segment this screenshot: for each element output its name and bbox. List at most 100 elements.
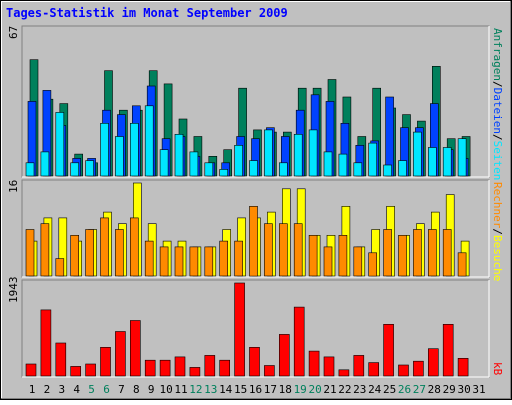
- panel-visits-sites: 16 Rechner/Besuche: [7, 179, 504, 281]
- bar-pages-day-3: [55, 112, 65, 177]
- day-label-5: 5: [88, 383, 95, 396]
- day-label-22: 22: [338, 383, 351, 396]
- bar-kbytes-day-6: [100, 346, 111, 377]
- bar-sites-day-12: [189, 246, 199, 277]
- bar-sites-day-26: [398, 235, 407, 277]
- panel-3-bars: [25, 282, 469, 377]
- bar-pages-day-23: [353, 162, 363, 177]
- bar-kbytes-day-12: [189, 367, 201, 377]
- day-label-14: 14: [219, 383, 233, 396]
- bar-kbytes-day-26: [398, 364, 409, 377]
- bar-pages-day-1: [25, 162, 35, 177]
- bar-pages-day-11: [174, 134, 184, 177]
- bar-kbytes-day-30: [457, 357, 469, 377]
- day-label-7: 7: [118, 383, 125, 396]
- bar-kbytes-day-22: [338, 369, 350, 377]
- bar-pages-day-15: [234, 145, 243, 177]
- bar-pages-day-8: [130, 123, 139, 177]
- bar-sites-day-16: [249, 206, 258, 277]
- day-label-25: 25: [383, 383, 396, 396]
- bar-pages-day-27: [413, 131, 422, 177]
- day-label-28: 28: [428, 383, 441, 396]
- day-label-30: 30: [457, 383, 470, 396]
- bar-kbytes-day-27: [413, 360, 424, 377]
- bar-pages-day-4: [70, 162, 79, 177]
- day-label-9: 9: [148, 383, 155, 396]
- bar-pages-day-9: [144, 105, 154, 177]
- legend-sep-2: /: [491, 134, 504, 141]
- bar-kbytes-day-7: [115, 331, 126, 377]
- bar-pages-day-19: [293, 134, 303, 177]
- bar-kbytes-day-10: [159, 359, 171, 377]
- day-label-10: 10: [159, 383, 172, 396]
- bar-pages-day-12: [189, 151, 199, 177]
- bar-kbytes-day-28: [427, 348, 439, 377]
- bar-kbytes-day-1: [25, 363, 37, 377]
- bar-kbytes-day-15: [234, 282, 245, 377]
- day-label-11: 11: [174, 383, 187, 396]
- bar-pages-day-29: [442, 147, 452, 177]
- bar-kbytes-day-25: [383, 323, 394, 377]
- bar-pages-day-10: [159, 149, 169, 177]
- bar-sites-day-27: [413, 229, 422, 277]
- bar-sites-day-20: [308, 235, 318, 277]
- legend-sites: Rechner: [491, 182, 504, 229]
- legend-hits: Anfragen: [491, 28, 504, 81]
- day-label-16: 16: [249, 383, 262, 396]
- day-label-8: 8: [133, 383, 140, 396]
- bar-kbytes-day-19: [293, 306, 305, 377]
- bar-kbytes-day-2: [40, 309, 52, 377]
- bar-sites-day-25: [383, 229, 392, 277]
- bar-kbytes-day-11: [174, 356, 186, 377]
- bar-pages-day-21: [323, 151, 333, 177]
- bar-sites-day-21: [323, 246, 333, 277]
- bar-sites-day-19: [293, 223, 303, 277]
- bar-sites-day-29: [442, 229, 452, 277]
- day-label-2: 2: [44, 383, 51, 396]
- day-label-24: 24: [368, 383, 382, 396]
- bar-sites-day-3: [55, 258, 65, 277]
- bar-sites-day-13: [204, 246, 214, 277]
- day-label-1: 1: [29, 383, 36, 396]
- bar-pages-day-20: [308, 129, 318, 177]
- bar-pages-day-7: [115, 136, 124, 177]
- bar-kbytes-day-8: [130, 320, 141, 377]
- bar-pages-day-30: [457, 138, 467, 177]
- bar-kbytes-day-21: [323, 356, 335, 377]
- bar-pages-day-16: [249, 160, 258, 177]
- bar-pages-day-2: [40, 151, 50, 177]
- bar-sites-day-23: [353, 246, 363, 277]
- bar-pages-day-26: [398, 160, 407, 177]
- day-label-4: 4: [73, 383, 80, 396]
- bar-kbytes-day-16: [249, 346, 260, 377]
- bar-sites-day-4: [70, 235, 79, 277]
- panel-1-right-label: Anfragen/Dateien/Seiten: [491, 28, 504, 180]
- day-label-26: 26: [398, 383, 411, 396]
- bar-kbytes-day-14: [219, 359, 230, 377]
- bar-sites-day-15: [234, 240, 243, 277]
- bar-sites-day-18: [278, 223, 288, 277]
- day-label-23: 23: [353, 383, 366, 396]
- bar-sites-day-14: [219, 240, 228, 277]
- bar-sites-day-9: [144, 240, 154, 277]
- day-label-13: 13: [204, 383, 217, 396]
- day-label-12: 12: [189, 383, 202, 396]
- bar-sites-day-7: [115, 229, 124, 277]
- bar-kbytes-day-4: [70, 366, 81, 377]
- panel-3-right-label: kB: [491, 362, 504, 376]
- bar-pages-day-28: [427, 147, 437, 177]
- panel-1-bars: [25, 59, 471, 177]
- day-label-31: 31: [472, 383, 485, 396]
- bar-pages-day-18: [278, 162, 288, 177]
- bar-pages-day-5: [85, 160, 94, 177]
- legend-visits: Besuche: [491, 235, 504, 281]
- legend-files: Dateien: [491, 88, 504, 134]
- bar-kbytes-day-17: [264, 365, 275, 377]
- panel-2-right-label: Rechner/Besuche: [491, 182, 504, 281]
- bar-kbytes-day-13: [204, 355, 216, 377]
- bar-sites-day-22: [338, 235, 348, 277]
- bar-kbytes-day-3: [55, 342, 67, 377]
- panel-kbytes: 1943 kB: [7, 277, 504, 378]
- bar-sites-day-10: [159, 246, 169, 277]
